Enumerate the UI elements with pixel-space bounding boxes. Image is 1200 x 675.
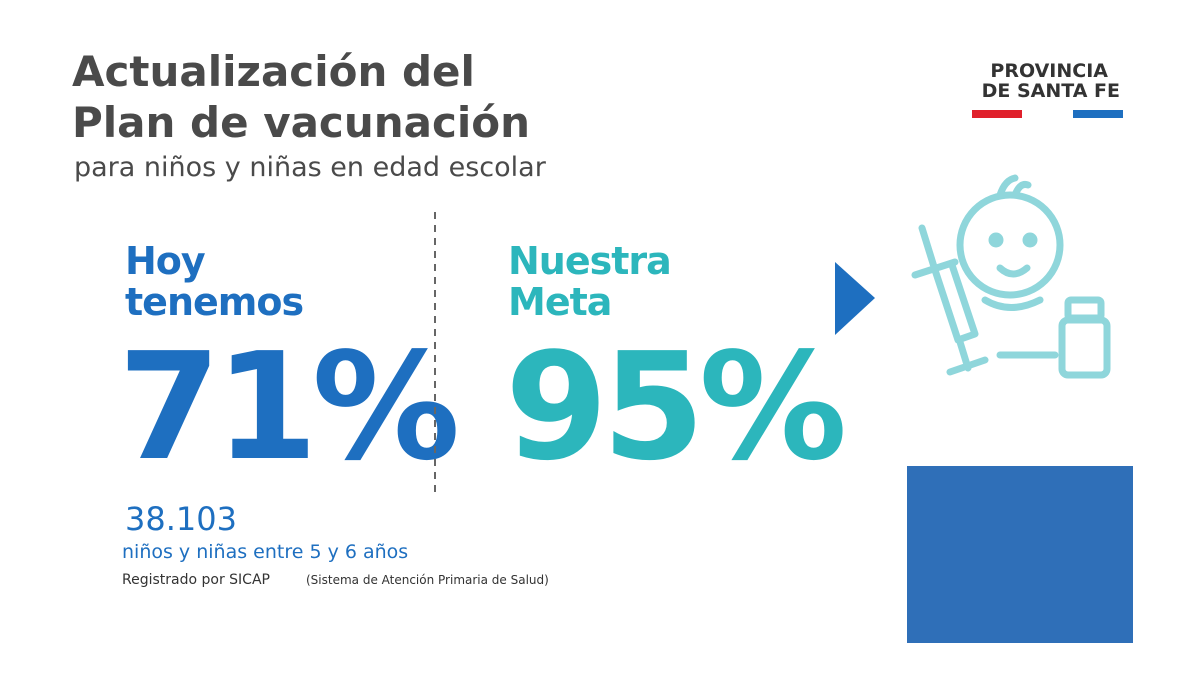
- goal-label: Meta: [508, 280, 611, 324]
- child-vaccine-icon: [911, 174, 1111, 379]
- current-label: Hoy: [125, 239, 206, 283]
- source-detail: (Sistema de Atención Primaria de Salud): [306, 573, 549, 587]
- count-description: niños y niñas entre 5 y 6 años: [122, 541, 408, 563]
- goal-value: 95%: [505, 321, 843, 493]
- logo-text: DE SANTA FE: [982, 80, 1120, 102]
- logo-bar-red: [972, 110, 1022, 118]
- current-label: tenemos: [125, 280, 303, 324]
- blue-block: [907, 466, 1133, 643]
- current-value: 71%: [118, 321, 456, 493]
- arrow: [835, 262, 875, 335]
- title-line: Plan de vacunación: [72, 98, 530, 147]
- logo-text: PROVINCIA: [990, 60, 1108, 82]
- subtitle: para niños y niñas en edad escolar: [74, 152, 547, 183]
- current-count: 38.103: [125, 500, 237, 538]
- goal-label: Nuestra: [508, 239, 671, 283]
- title-line: Actualización del: [72, 47, 475, 96]
- source: Registrado por SICAP: [122, 572, 270, 588]
- logo-bar-blue: [1073, 110, 1123, 118]
